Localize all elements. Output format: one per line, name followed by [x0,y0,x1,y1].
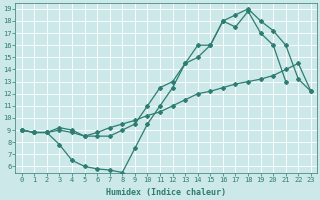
X-axis label: Humidex (Indice chaleur): Humidex (Indice chaleur) [106,188,226,197]
